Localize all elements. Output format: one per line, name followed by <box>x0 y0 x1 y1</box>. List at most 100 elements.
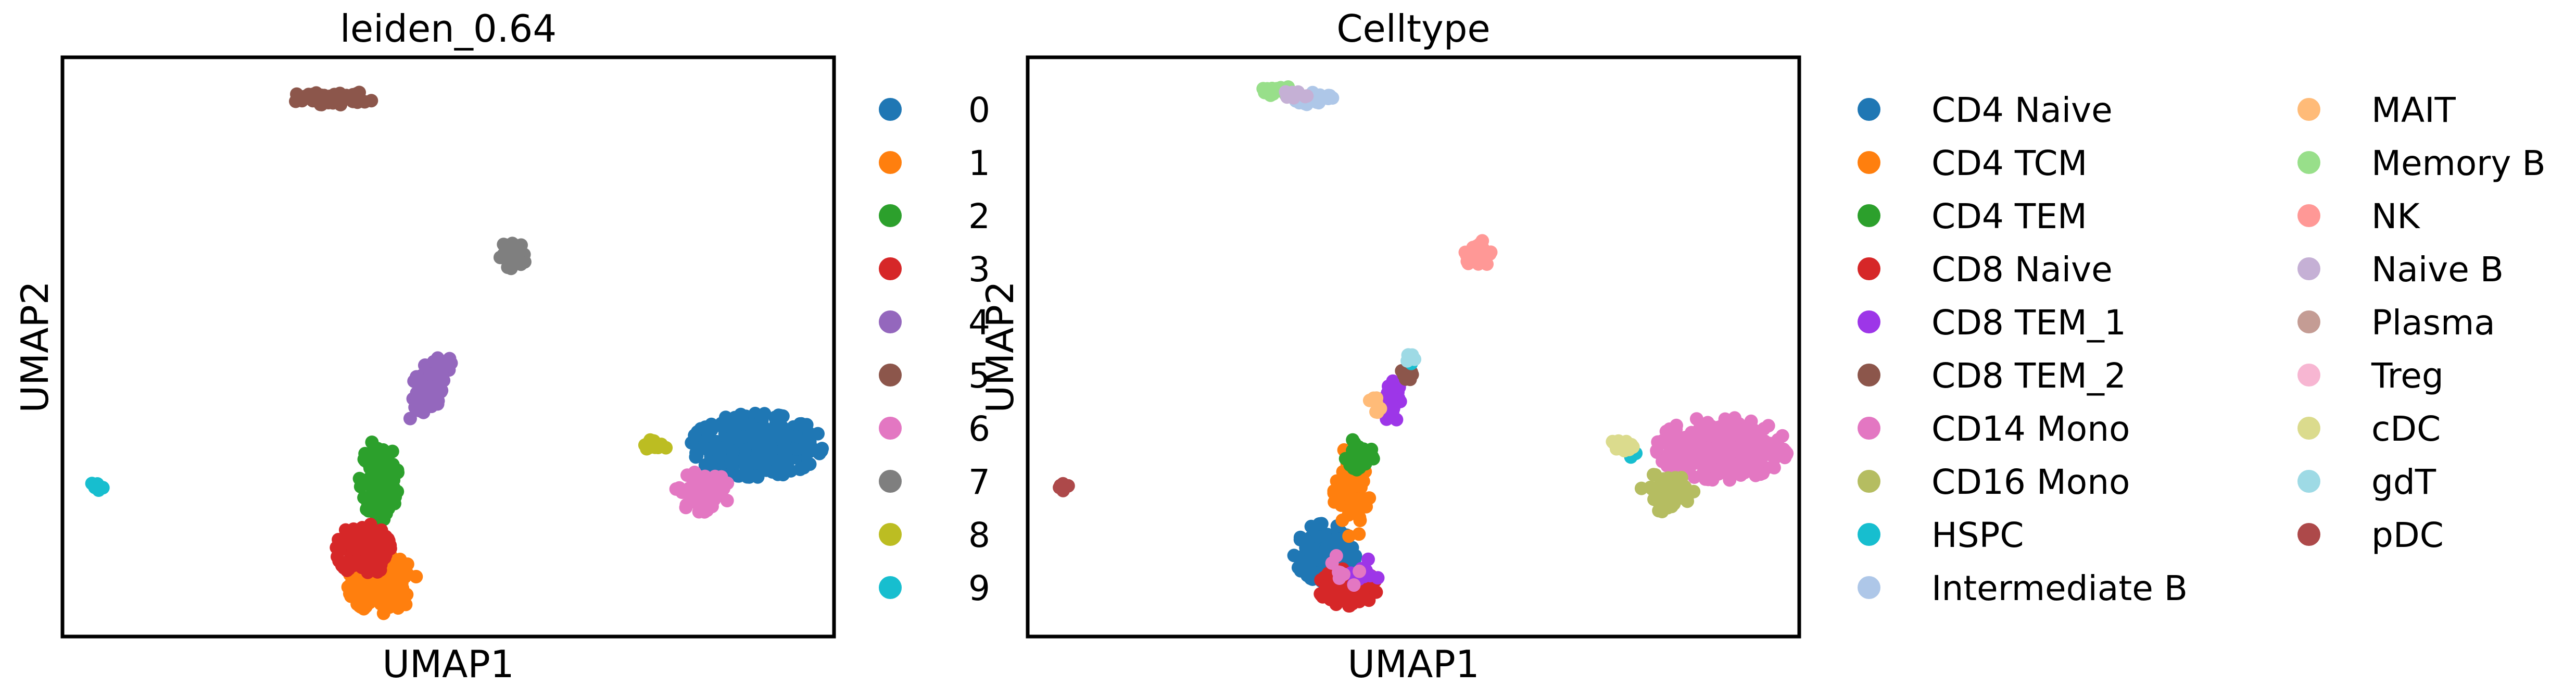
leiden-point-2 <box>353 480 368 494</box>
celltype-point-cd14-mono <box>1333 566 1347 580</box>
celltype-point-cd14-mono <box>1689 446 1703 460</box>
celltype-point-cd4-tcm <box>1342 529 1356 543</box>
panel-leiden: leiden_0.64 UMAP1 UMAP2 0 1 2 3 4 5 6 7 8 9 <box>13 7 990 686</box>
celltype-point-cd4-tcm <box>1351 479 1365 493</box>
celltype-point-cd14-mono <box>1775 429 1789 443</box>
leiden-legend-marker-3 <box>879 257 902 280</box>
celltype-legend-label-memory-b: Memory B <box>2371 143 2546 183</box>
leiden-point-0 <box>740 470 754 484</box>
celltype-legend-label-pdc: pDC <box>2371 515 2444 555</box>
leiden-point-7 <box>506 239 520 253</box>
celltype-legend-marker-memory-b <box>2297 151 2320 174</box>
leiden-axes-frame <box>60 55 836 639</box>
celltype-legend-marker-naive-b <box>2297 257 2320 280</box>
leiden-point-1 <box>366 582 380 596</box>
leiden-point-0 <box>778 446 792 460</box>
celltype-legend-marker-cd4-naive <box>1858 98 1880 121</box>
leiden-legend-marker-5 <box>879 364 902 387</box>
leiden-point-2 <box>364 456 378 470</box>
celltype-legend-marker-cdc <box>2297 417 2320 440</box>
celltype-point-cd14-mono <box>1674 456 1688 470</box>
celltype-point-cd14-mono <box>1722 465 1736 479</box>
celltype-point-cd4-tcm <box>1352 496 1366 509</box>
celltype-plot-title: Celltype <box>1336 7 1490 51</box>
leiden-point-4 <box>441 358 455 372</box>
leiden-legend-marker-7 <box>879 470 902 493</box>
celltype-legend-label-cd4-tem: CD4 TEM <box>1931 196 2087 236</box>
leiden-scatter-points <box>85 85 829 620</box>
leiden-point-4 <box>431 397 445 411</box>
leiden-point-5 <box>334 92 348 106</box>
leiden-point-8 <box>647 435 661 449</box>
leiden-point-1 <box>376 606 390 620</box>
leiden-x-axis-label: UMAP1 <box>382 642 514 686</box>
leiden-legend-label-0: 0 <box>968 90 990 130</box>
leiden-point-0 <box>793 463 807 476</box>
leiden-point-2 <box>382 456 396 470</box>
celltype-legend-label-cd8-tem-2: CD8 TEM_2 <box>1931 356 2126 396</box>
celltype-point-cd14-mono <box>1709 464 1723 478</box>
leiden-point-0 <box>698 420 712 434</box>
leiden-point-4 <box>417 382 431 396</box>
celltype-legend-label-cd16-mono: CD16 Mono <box>1931 462 2130 502</box>
celltype-point-cd4-tem <box>1346 433 1360 447</box>
celltype-point-cd14-mono <box>1741 445 1756 459</box>
celltype-point-cd8-naive <box>1343 599 1357 613</box>
celltype-point-cd14-mono <box>1329 549 1343 563</box>
leiden-point-1 <box>353 595 368 609</box>
celltype-point-cdc <box>1622 442 1636 456</box>
leiden-point-3 <box>354 522 368 536</box>
leiden-legend: 0 1 2 3 4 5 6 7 8 9 <box>879 90 990 608</box>
celltype-point-nk <box>1461 256 1475 270</box>
leiden-legend-marker-0 <box>879 98 902 121</box>
celltype-legend-label-intermediate-b: Intermediate B <box>1931 568 2188 608</box>
leiden-legend-label-1: 1 <box>968 143 990 183</box>
leiden-point-0 <box>765 465 779 479</box>
leiden-legend-label-9: 9 <box>968 568 990 608</box>
celltype-legend-marker-cd8-tem-1 <box>1858 310 1880 333</box>
leiden-point-0 <box>731 411 745 425</box>
leiden-point-0 <box>815 442 829 456</box>
celltype-legend-label-cd4-naive: CD4 Naive <box>1931 90 2113 130</box>
celltype-point-mait <box>1362 393 1377 407</box>
celltype-point-cd8-naive <box>1369 585 1383 599</box>
leiden-point-5 <box>313 97 327 111</box>
celltype-scatter-points <box>1053 80 1794 613</box>
celltype-point-cd8-naive <box>1336 589 1350 603</box>
leiden-point-0 <box>702 442 716 456</box>
leiden-point-5 <box>290 87 304 101</box>
celltype-point-cd14-mono <box>1757 443 1771 457</box>
celltype-point-gdt <box>1400 354 1415 368</box>
celltype-point-cd14-mono <box>1687 470 1701 484</box>
celltype-point-cd4-naive <box>1313 517 1327 531</box>
leiden-point-0 <box>754 437 768 451</box>
leiden-point-1 <box>398 570 412 584</box>
celltype-legend-label-cdc: cDC <box>2371 409 2441 449</box>
leiden-plot-title: leiden_0.64 <box>340 7 557 51</box>
celltype-point-memory-b <box>1264 86 1278 100</box>
celltype-point-cd14-mono <box>1347 578 1361 592</box>
celltype-legend-label-cd14-mono: CD14 Mono <box>1931 409 2130 449</box>
leiden-point-1 <box>374 591 388 605</box>
leiden-point-1 <box>409 570 423 583</box>
celltype-legend-marker-mait <box>2297 98 2320 121</box>
celltype-legend-marker-cd4-tcm <box>1858 151 1880 174</box>
leiden-legend-label-5: 5 <box>968 356 990 396</box>
celltype-legend-label-cd8-tem-1: CD8 TEM_1 <box>1931 303 2126 343</box>
leiden-legend-marker-4 <box>879 310 902 333</box>
celltype-legend-marker-cd16-mono <box>1858 470 1880 493</box>
leiden-point-0 <box>724 456 738 470</box>
leiden-legend-label-8: 8 <box>968 515 990 555</box>
leiden-point-4 <box>423 367 437 381</box>
celltype-point-nk <box>1474 254 1488 268</box>
leiden-legend-marker-2 <box>879 204 902 227</box>
leiden-point-6 <box>686 478 700 492</box>
leiden-point-6 <box>699 470 713 484</box>
celltype-point-naive-b <box>1300 89 1314 103</box>
celltype-legend-marker-plasma <box>2297 310 2320 333</box>
leiden-point-3 <box>333 543 347 557</box>
celltype-point-cd14-mono <box>1659 425 1673 439</box>
celltype-point-cd8-tem-1 <box>1386 402 1400 416</box>
celltype-point-mait <box>1373 402 1387 416</box>
